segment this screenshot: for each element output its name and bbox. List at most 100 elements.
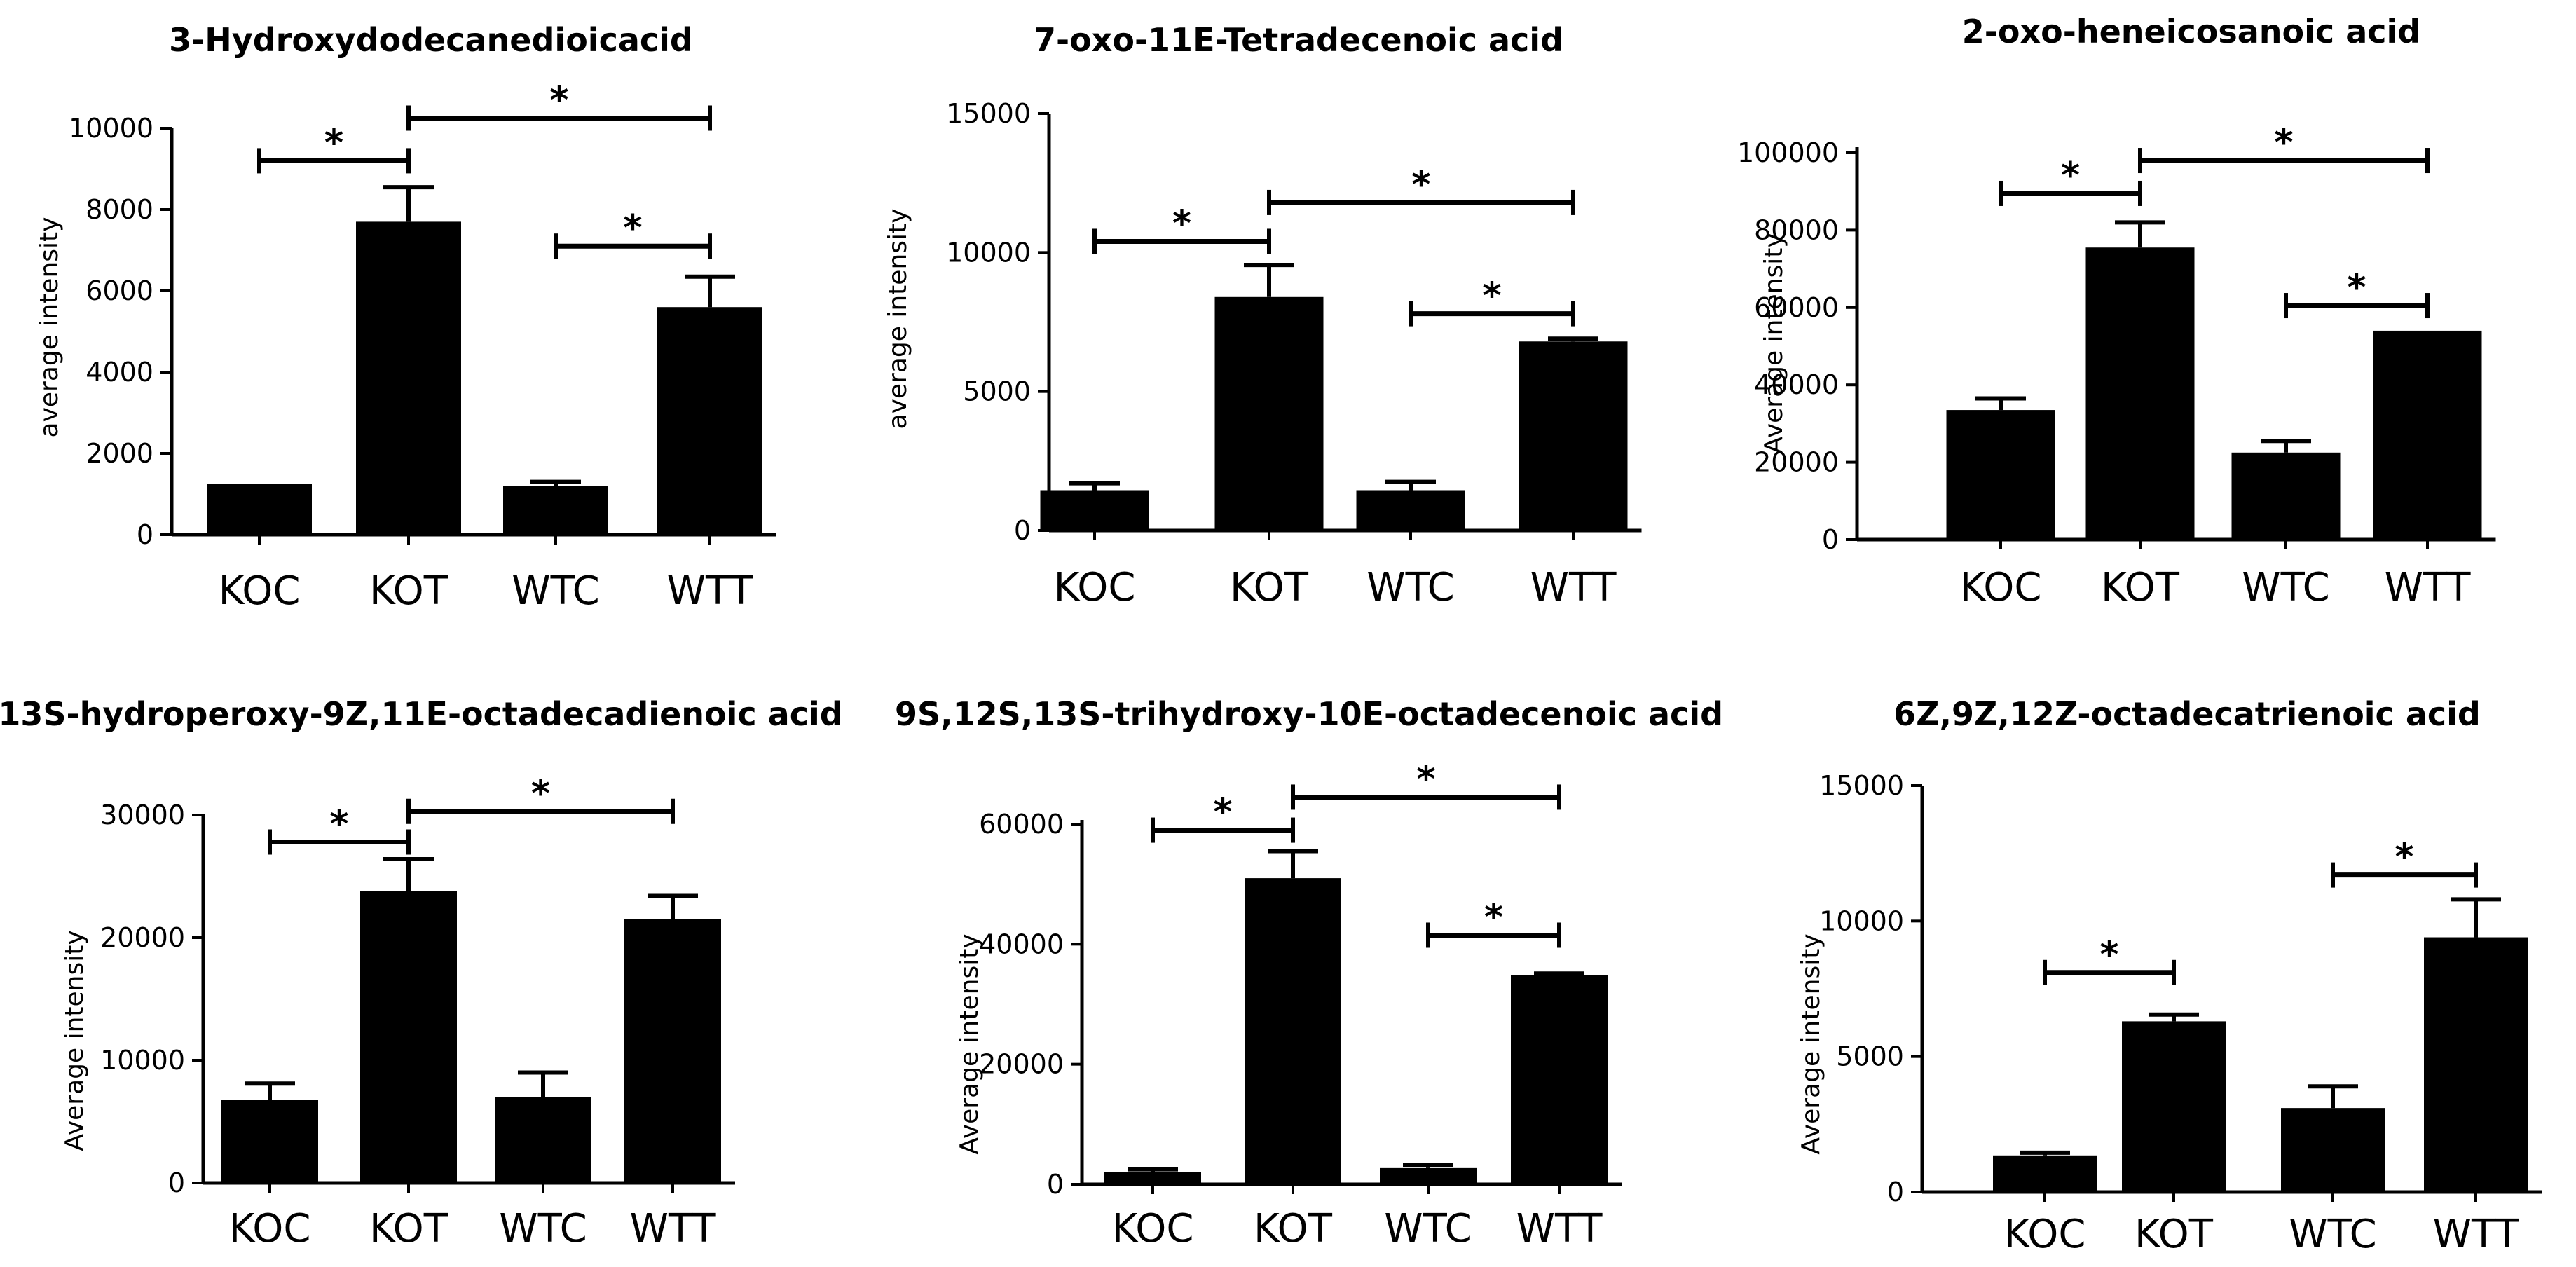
chart-panel-6: 6Z,9Z,12Z-octadecatrienoic acid Average … [1797, 695, 2542, 1257]
y-tick-label: 5000 [963, 376, 1031, 407]
significance-star: * [549, 80, 568, 122]
category-label: KOC [1054, 565, 1136, 610]
y-tick-label: 10000 [100, 1045, 185, 1076]
bar-koc [221, 1100, 318, 1183]
chart-panel-3: 2-oxo-heneicosanoic acid Average intensi… [1737, 13, 2496, 610]
category-label: WTT [2385, 565, 2472, 610]
chart-title: 7-oxo-11E-Tetradecenoic acid [1034, 21, 1563, 59]
category-label: WTT [1516, 1206, 1603, 1252]
y-tick-label: 10000 [69, 113, 153, 144]
y-tick-label: 60000 [1754, 292, 1839, 323]
bar-kot [2085, 247, 2195, 540]
bar-wtt [1511, 975, 1608, 1184]
category-label: WTT [1530, 565, 1617, 610]
plot-area: 0 5000 10000 15000 KOC KOT WTC WTT * * * [946, 98, 1642, 610]
y-tick-label: 0 [1014, 515, 1031, 546]
significance-star: * [1482, 275, 1501, 317]
bar-koc [207, 484, 312, 535]
y-tick-label: 4000 [85, 357, 153, 388]
y-tick-label: 40000 [979, 929, 1064, 959]
significance-star: * [2099, 934, 2118, 976]
y-tick-label: 0 [1887, 1177, 1904, 1207]
y-tick-label: 20000 [979, 1049, 1064, 1080]
significance-star: * [2061, 155, 2080, 197]
plot-area: 0 20000 40000 60000 80000 100000 KOC KOT WTC WTT *… [1737, 122, 2496, 610]
bar-wtt [2373, 330, 2482, 540]
y-tick-label: 2000 [85, 438, 153, 469]
y-axis-label: Average intensity [60, 930, 89, 1151]
plot-area: 0 20000 40000 60000 KOC KOT WTC WTT * * * [979, 758, 1622, 1252]
category-label: WTT [2433, 1212, 2520, 1257]
category-label: WTC [499, 1206, 587, 1252]
y-tick-label: 20000 [100, 922, 185, 953]
category-label: KOT [2135, 1212, 2214, 1257]
significance-star: * [324, 122, 343, 164]
bar-koc [1104, 1172, 1201, 1184]
chart-title: 2-oxo-heneicosanoic acid [1962, 13, 2420, 50]
significance-star: * [623, 207, 642, 249]
y-tick-label: 40000 [1754, 369, 1839, 400]
significance-star: * [1411, 164, 1430, 206]
y-tick-label: 30000 [100, 800, 185, 830]
bar-wtc [2281, 1108, 2385, 1192]
bar-wtt [624, 919, 721, 1183]
category-label: KOC [1960, 565, 2042, 610]
category-label: KOT [369, 568, 448, 614]
bar-wtc [503, 486, 608, 535]
bar-kot [1214, 296, 1324, 530]
significance-star: * [531, 773, 550, 815]
y-axis-label: Average intensity [1797, 933, 1825, 1154]
chart-panel-2: 7-oxo-11E-Tetradecenoic acid average int… [884, 21, 1642, 610]
category-label: KOC [229, 1206, 311, 1252]
bar-koc [1993, 1155, 2097, 1192]
y-tick-label: 100000 [1737, 137, 1839, 168]
significance-star: * [329, 804, 348, 846]
significance-star: * [2347, 267, 2366, 309]
bar-kot [356, 221, 461, 535]
category-label: KOT [369, 1206, 448, 1252]
category-label: KOC [1112, 1206, 1194, 1252]
significance-star: * [1172, 203, 1191, 245]
bar-kot [1245, 878, 1341, 1184]
bar-kot [2122, 1021, 2226, 1192]
y-tick-label: 10000 [946, 237, 1031, 268]
chart-title: 6Z,9Z,12Z-octadecatrienoic acid [1893, 695, 2481, 733]
y-tick-label: 15000 [1819, 770, 1904, 801]
y-axis-label: average intensity [884, 209, 912, 430]
y-tick-label: 5000 [1836, 1041, 1904, 1072]
y-axis-label: Average intensity [1760, 233, 1788, 453]
bar-koc [1040, 490, 1149, 530]
y-tick-label: 0 [168, 1167, 185, 1198]
category-label: WTT [667, 568, 754, 614]
bar-wtc [1380, 1167, 1477, 1184]
bar-koc [1946, 410, 2055, 540]
bar-wtc [495, 1097, 591, 1183]
y-tick-label: 8000 [85, 194, 153, 225]
category-label: KOC [219, 568, 301, 614]
bar-wtc [2231, 452, 2341, 540]
plot-area: 0 5000 10000 15000 KOC KOT WTC WTT * * [1819, 770, 2542, 1257]
y-tick-label: 6000 [85, 275, 153, 306]
bar-wtt [2424, 937, 2528, 1192]
category-label: KOT [1230, 565, 1309, 610]
chart-title: 9S,12S,13S-trihydroxy-10E-octadecenoic a… [895, 695, 1723, 733]
chart-title: 13S-hydroperoxy-9Z,11E-octadecadienoic a… [0, 695, 843, 733]
bar-kot [360, 891, 457, 1183]
chart-title: 3-Hydroxydodecanedioicacid [169, 21, 693, 59]
category-label: WTT [630, 1206, 717, 1252]
plot-area: 0 2000 4000 6000 8000 10000 KOC KOT WTC WTT * * * [69, 80, 776, 614]
category-label: KOT [2101, 565, 2180, 610]
y-tick-label: 15000 [946, 98, 1031, 129]
bar-wtt [1519, 341, 1628, 530]
category-label: WTC [2289, 1212, 2376, 1257]
significance-star: * [1484, 896, 1503, 938]
bar-wtt [657, 307, 762, 535]
significance-star: * [2395, 837, 2413, 879]
plot-area: 0 10000 20000 30000 KOC KOT WTC WTT * * [100, 773, 735, 1252]
y-tick-label: 20000 [1754, 447, 1839, 478]
y-tick-label: 60000 [979, 809, 1064, 840]
y-axis-label: average intensity [35, 217, 64, 438]
chart-panel-1: 3-Hydroxydodecanedioicacid average inten… [35, 21, 776, 614]
y-tick-label: 0 [1047, 1169, 1064, 1200]
y-tick-label: 0 [1822, 524, 1839, 555]
